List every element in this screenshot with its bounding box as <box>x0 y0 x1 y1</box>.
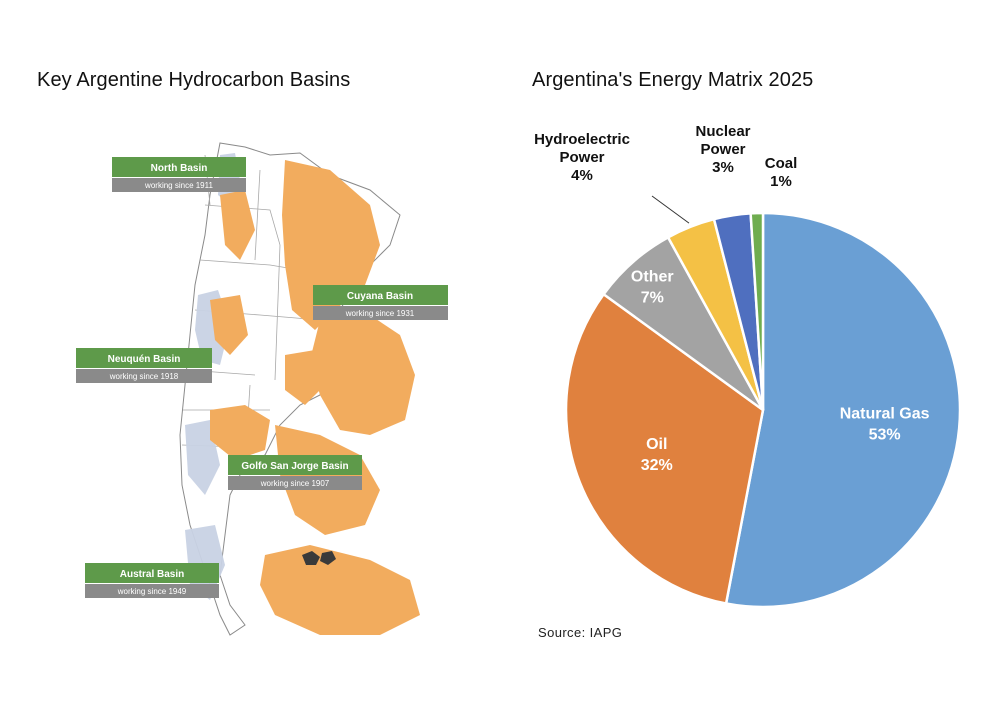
basin-label-san-jorge: Golfo San Jorge Basin working since 1907 <box>228 455 362 490</box>
basin-name-north: North Basin <box>151 163 208 174</box>
basin-name-san-jorge: Golfo San Jorge Basin <box>241 461 348 472</box>
argentina-basin-map: North Basin working since 1911 Cuyana Ba… <box>76 140 465 640</box>
basin-label-north: North Basin working since 1911 <box>112 157 246 192</box>
basin-since-austral: working since 1949 <box>117 587 187 596</box>
basin-label-cuyana: Cuyana Basin working since 1931 <box>313 285 448 320</box>
basin-area-pampa <box>310 315 415 435</box>
basin-label-austral: Austral Basin working since 1949 <box>85 563 219 598</box>
basin-area-austral <box>260 545 420 635</box>
basin-area-cuyana <box>210 295 248 355</box>
pie-label-other: Other 7% <box>631 268 674 306</box>
basin-area-chaco <box>220 190 255 260</box>
leader-line-hydroelectric-power <box>651 195 690 224</box>
pie-label-hydroelectric-power: Hydroelectric Power 4% <box>534 131 630 184</box>
basin-name-cuyana: Cuyana Basin <box>347 291 413 302</box>
pie-slice-oil <box>564 292 765 605</box>
basin-since-north: working since 1911 <box>144 181 213 190</box>
pie-slice-coal <box>749 211 765 411</box>
energy-matrix-pie-chart: Natural Gas 53% Oil 32% Other 7% Hydroelectric… <box>534 123 962 609</box>
basin-since-cuyana: working since 1931 <box>345 309 415 318</box>
basin-since-neuquen: working since 1918 <box>109 372 179 381</box>
pie-label-oil: Oil 32% <box>641 436 673 474</box>
falkland-islands <box>302 551 336 565</box>
pie-label-coal: Coal 1% <box>765 155 798 190</box>
basin-since-san-jorge: working since 1907 <box>260 479 330 488</box>
basin-label-neuquen: Neuquén Basin working since 1918 <box>76 348 212 383</box>
map-title: Key Argentine Hydrocarbon Basins <box>37 69 351 91</box>
chart-source: Source: IAPG <box>538 625 623 640</box>
pie-label-nuclear-power: Nuclear Power 3% <box>695 123 750 176</box>
basin-area-neuquen <box>285 350 325 405</box>
basin-area-san-jorge <box>210 405 270 460</box>
basin-name-neuquen: Neuquén Basin <box>108 354 181 365</box>
basin-name-austral: Austral Basin <box>120 569 184 580</box>
pie-label-natural-gas: Natural Gas 53% <box>840 405 930 443</box>
chart-title: Argentina's Energy Matrix 2025 <box>532 69 814 91</box>
pie-slice-natural-gas <box>724 211 962 609</box>
